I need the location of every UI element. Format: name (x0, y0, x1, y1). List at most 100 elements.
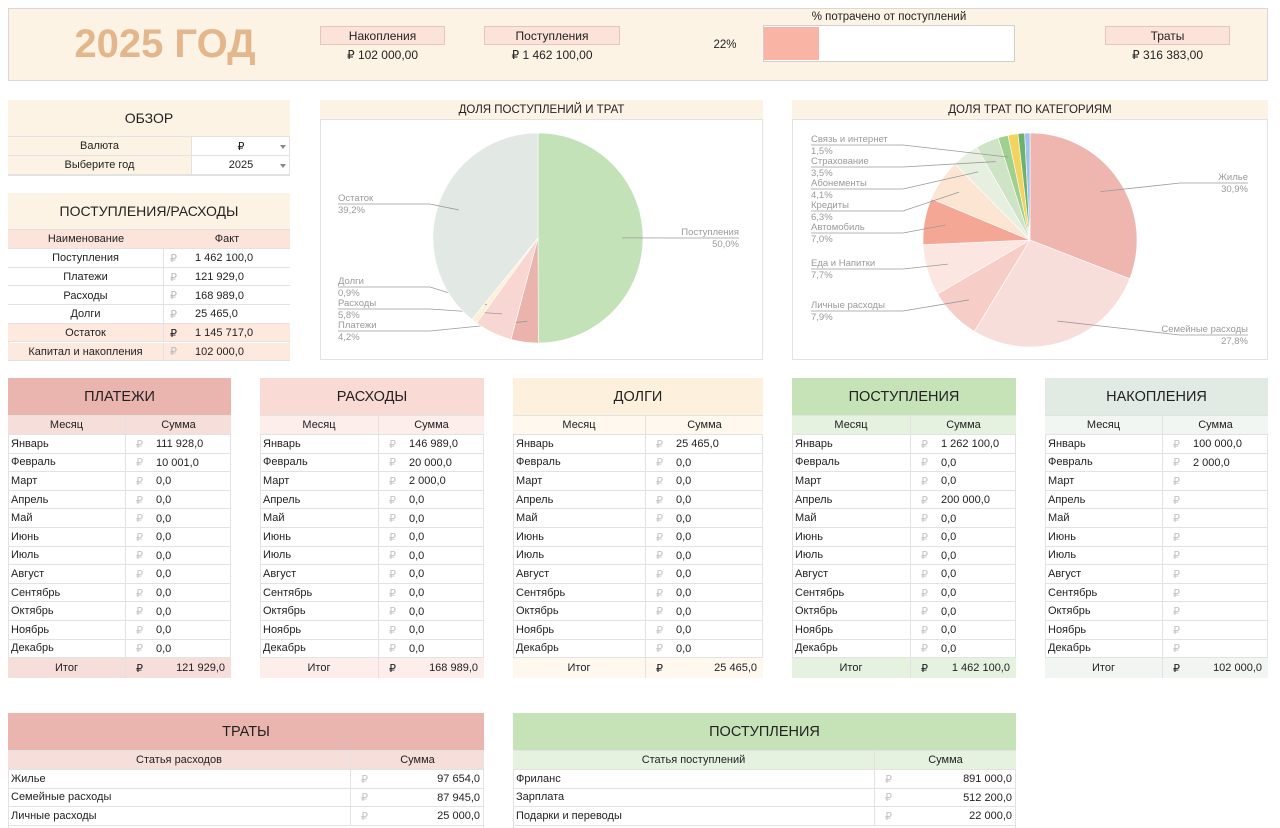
total-value: 1 462 100,0 (951, 662, 1010, 675)
row-line (126, 638, 231, 640)
month-value (1193, 640, 1266, 659)
month-value: 200 000,0 (941, 494, 990, 507)
row-line (379, 545, 484, 547)
currency: ₽ (885, 810, 892, 823)
overview-label: Валюта (8, 137, 192, 156)
currency: ₽ (170, 290, 177, 303)
col-header: Месяц (1045, 416, 1163, 435)
month: Май (513, 509, 646, 528)
row-line (646, 471, 763, 473)
currency: ₽ (656, 513, 663, 526)
currency: ₽ (136, 438, 143, 451)
month: Март (260, 472, 379, 491)
row-line (911, 620, 1016, 621)
currency: ₽ (389, 438, 396, 451)
summary-value: 25 465,0 (195, 308, 238, 321)
month-value: 0,0 (941, 531, 957, 544)
month: Апрель (260, 490, 379, 510)
item-name: Личные расходы (8, 807, 351, 826)
total-row (792, 658, 1016, 678)
month: Март (1045, 472, 1163, 491)
month: Март (792, 472, 911, 491)
savings-label: Накопления (320, 26, 445, 45)
month: Июль (8, 546, 126, 566)
row-line (379, 527, 484, 528)
row-line (351, 787, 484, 789)
month: Октябрь (1045, 602, 1163, 621)
row-line (1163, 508, 1268, 510)
row-line (911, 564, 1016, 566)
summary-col-header: Факт (164, 230, 290, 249)
col-header: Сумма (646, 416, 763, 435)
currency: ₽ (361, 810, 368, 823)
row-line (646, 601, 763, 603)
row-line (351, 824, 484, 826)
currency: ₽ (885, 773, 892, 786)
row-line (911, 657, 1016, 659)
item-value: 97 654,0 (437, 773, 480, 786)
month-value: 0,0 (409, 624, 425, 637)
currency: ₽ (656, 643, 663, 656)
month-value: 0,0 (156, 568, 172, 581)
month-value: 0,0 (409, 605, 425, 618)
currency: ₽ (656, 550, 663, 563)
table-title: ПОСТУПЛЕНИЯ (792, 378, 1016, 416)
savings-value: ₽ 102 000,00 (346, 47, 419, 62)
currency: ₽ (921, 550, 928, 563)
row-line (351, 806, 484, 808)
total-row (1045, 658, 1268, 678)
currency: ₽ (389, 643, 396, 656)
col-header: Сумма (911, 416, 1016, 435)
row-line (911, 545, 1016, 547)
currency: ₽ (656, 475, 663, 488)
month-value: 0,0 (676, 456, 692, 469)
row-line (646, 489, 763, 491)
month: Февраль (260, 453, 379, 473)
currency: ₽ (1173, 624, 1180, 637)
currency: ₽ (656, 457, 663, 470)
month-value: 0,0 (156, 549, 172, 562)
month: Октябрь (513, 602, 646, 621)
overview-dropdown[interactable]: 2025 (192, 156, 290, 175)
row-line (379, 638, 484, 640)
row-line (379, 564, 484, 566)
row-line (646, 564, 763, 566)
currency: ₽ (921, 513, 928, 526)
month: Август (513, 565, 646, 584)
month-value: 0,0 (941, 605, 957, 618)
total-row (260, 658, 484, 678)
col-header: Месяц (8, 416, 126, 435)
item-name: Фриланс (513, 770, 875, 789)
row-line (126, 564, 231, 566)
col-header: Сумма (379, 416, 484, 435)
row-line (379, 452, 484, 454)
month: Январь (1045, 435, 1163, 454)
currency: ₽ (389, 494, 396, 507)
total-label: Итог (8, 658, 126, 678)
row-line (379, 489, 484, 491)
total-row (513, 658, 763, 678)
month: Январь (8, 435, 126, 454)
month-value: 2 000,0 (1193, 456, 1230, 469)
month: Декабрь (8, 639, 126, 659)
currency: ₽ (1173, 550, 1180, 563)
month: Июль (260, 546, 379, 566)
row-line (646, 638, 763, 640)
month-value (1193, 621, 1266, 640)
overview-dropdown[interactable]: ₽ (192, 137, 290, 156)
month-value: 0,0 (941, 624, 957, 637)
month: Май (8, 509, 126, 528)
currency: ₽ (170, 271, 177, 284)
row-line (1163, 638, 1268, 640)
month-value: 0,0 (409, 549, 425, 562)
month: Ноябрь (1045, 621, 1163, 640)
month-value: 146 989,0 (409, 438, 458, 451)
currency: ₽ (656, 568, 663, 581)
currency: ₽ (1173, 475, 1180, 488)
summary-value: 102 000,0 (195, 345, 244, 358)
currency: ₽ (170, 252, 177, 265)
spent-pct: 22% (713, 39, 737, 51)
currency: ₽ (170, 327, 177, 340)
page-title: 2025 ГОД (74, 21, 256, 66)
item-value: 891 000,0 (963, 773, 1012, 786)
